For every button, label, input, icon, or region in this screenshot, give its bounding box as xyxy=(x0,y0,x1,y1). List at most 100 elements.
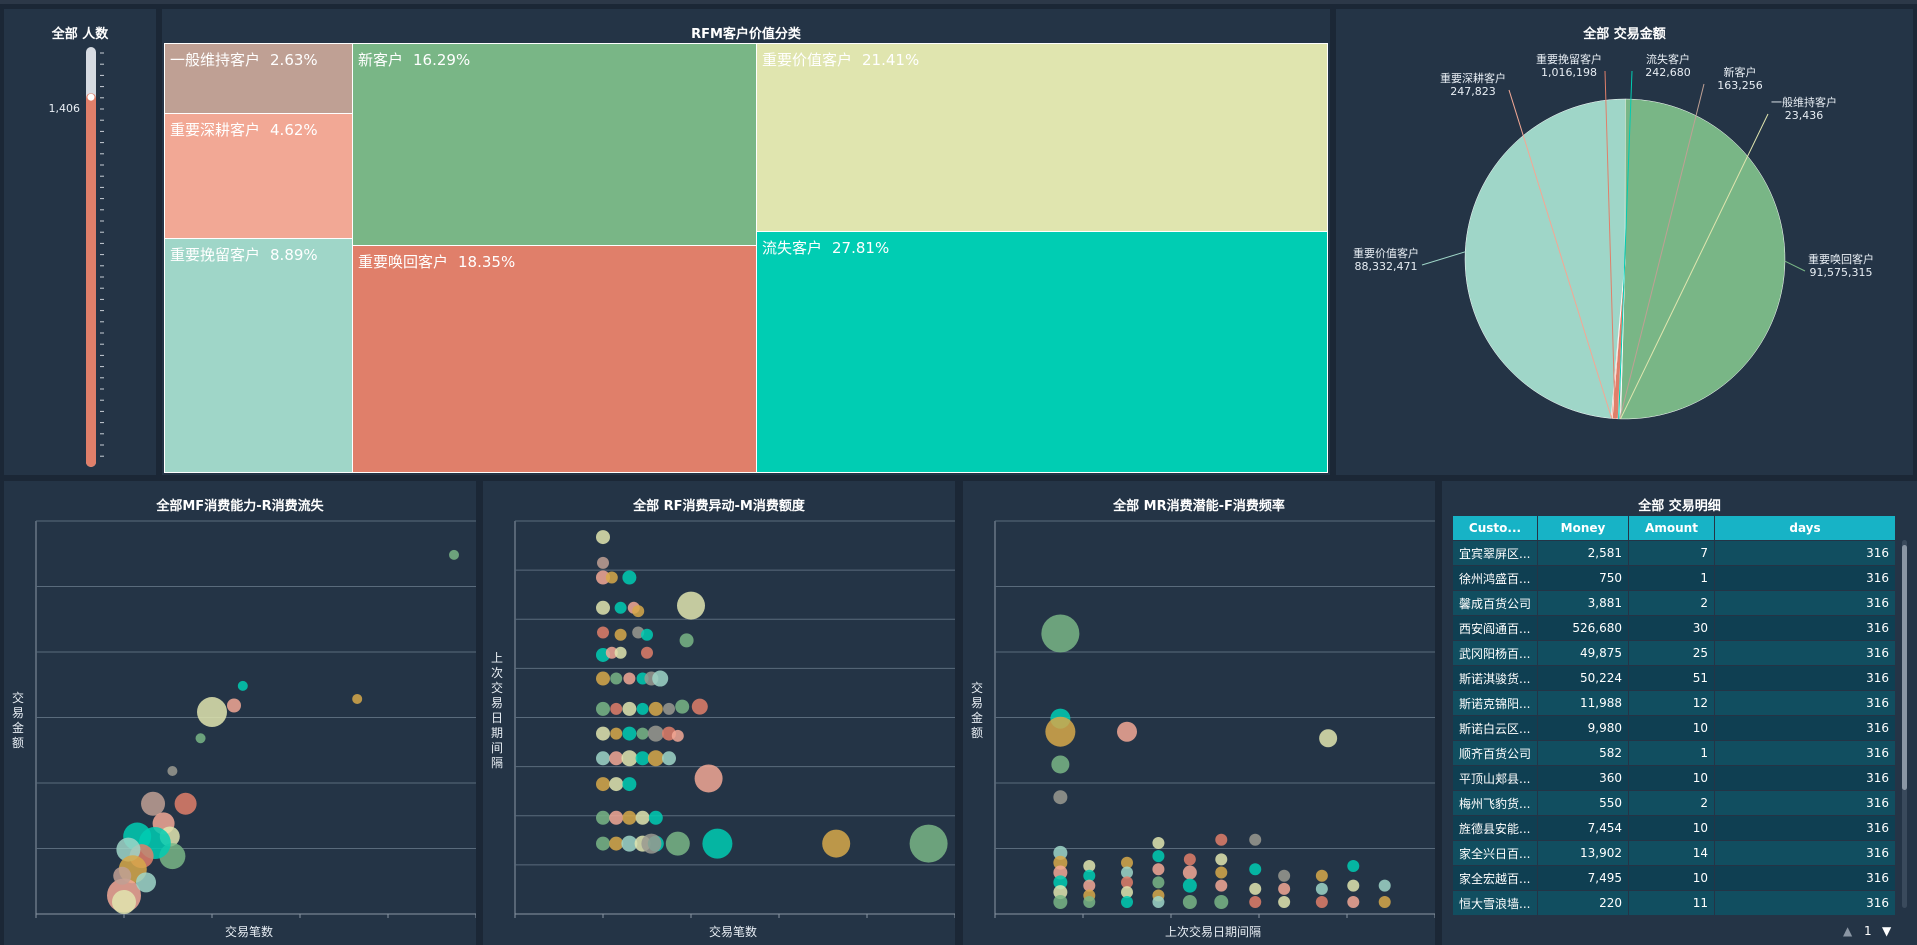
scatter-point[interactable] xyxy=(352,693,363,704)
scatter-point[interactable] xyxy=(652,670,669,687)
table-row[interactable]: 宜宾翠屏区... 2,581 7 316 xyxy=(1451,540,1896,566)
scatter-point[interactable] xyxy=(195,733,206,744)
scatter-point[interactable] xyxy=(1053,790,1068,805)
table-row[interactable]: 斯诺淇骏货... 50,224 51 316 xyxy=(1451,665,1896,691)
treemap-cell-value[interactable]: 重要价值客户 21.41% xyxy=(756,43,1328,232)
scatter-point[interactable] xyxy=(1053,885,1068,900)
scatter-point[interactable] xyxy=(141,791,166,816)
scatter-point[interactable] xyxy=(1083,896,1096,908)
table-row[interactable]: 馨成百货公司 3,881 2 316 xyxy=(1451,590,1896,616)
scatter-point[interactable] xyxy=(1121,876,1133,889)
table-row[interactable]: 恒大雪浪墙... 220 11 316 xyxy=(1451,890,1896,916)
scatter-point[interactable] xyxy=(1152,896,1165,908)
scatter-point[interactable] xyxy=(1347,879,1360,892)
scatter-point[interactable] xyxy=(622,777,637,792)
scatter-point[interactable] xyxy=(1215,866,1228,879)
scatter-point[interactable] xyxy=(647,725,664,742)
scatter-point[interactable] xyxy=(609,751,624,766)
scatter-point[interactable] xyxy=(605,571,618,584)
scatter-point[interactable] xyxy=(1278,896,1291,908)
scatter-point[interactable] xyxy=(609,810,624,825)
table-row[interactable]: 家全宏越百... 7,495 10 316 xyxy=(1451,865,1896,891)
scatter-point[interactable] xyxy=(597,626,609,639)
scatter-point[interactable] xyxy=(621,835,638,852)
scatter-point[interactable] xyxy=(609,777,624,792)
table-row[interactable]: 家全兴日百... 13,902 14 316 xyxy=(1451,840,1896,866)
scatter-point[interactable] xyxy=(596,751,610,766)
scatter-point[interactable] xyxy=(1083,879,1096,892)
scatter-point[interactable] xyxy=(648,701,663,716)
scatter-point[interactable] xyxy=(635,751,650,766)
scatter-point[interactable] xyxy=(1315,896,1328,908)
scatter-point[interactable] xyxy=(1278,869,1291,882)
column-header[interactable]: Custo... xyxy=(1451,515,1539,541)
scatter-point[interactable] xyxy=(1117,721,1137,742)
scatter-point[interactable] xyxy=(622,570,637,585)
table-row[interactable]: 徐州鸿盛百... 750 1 316 xyxy=(1451,565,1896,591)
scatter-point[interactable] xyxy=(227,698,241,713)
scatter-point[interactable] xyxy=(449,549,459,560)
pie-slice[interactable] xyxy=(1464,98,1626,419)
scatter-point[interactable] xyxy=(621,750,638,767)
column-header[interactable]: Amount xyxy=(1628,515,1716,541)
scatter-point[interactable] xyxy=(197,697,227,728)
scatter-point[interactable] xyxy=(694,764,723,793)
scatter-point[interactable] xyxy=(702,828,733,859)
scatter-point[interactable] xyxy=(1315,869,1328,882)
scatter-point[interactable] xyxy=(1083,869,1096,882)
scatter-point[interactable] xyxy=(596,836,610,851)
scatter-point[interactable] xyxy=(1378,879,1391,892)
table-row[interactable]: 西安阎通百... 526,680 30 316 xyxy=(1451,615,1896,641)
scatter-point[interactable] xyxy=(1347,859,1360,872)
scatter-point[interactable] xyxy=(1249,863,1262,876)
scatter-point[interactable] xyxy=(112,890,136,914)
scatter-point[interactable] xyxy=(662,751,676,766)
scatter-point[interactable] xyxy=(622,701,637,716)
scatter-point[interactable] xyxy=(622,810,637,825)
scatter-point[interactable] xyxy=(605,646,618,659)
scatter-point[interactable] xyxy=(1121,866,1133,879)
scatter-point[interactable] xyxy=(596,600,610,615)
scatter-point[interactable] xyxy=(1045,716,1076,747)
scatter-point[interactable] xyxy=(136,872,156,893)
scatter-point[interactable] xyxy=(610,702,623,715)
scatter-point[interactable] xyxy=(671,729,684,742)
scatter-point[interactable] xyxy=(1083,859,1096,872)
scatter-point[interactable] xyxy=(596,701,610,716)
table-row[interactable]: 斯诺克锦阳... 11,988 12 316 xyxy=(1451,690,1896,716)
scatter-point[interactable] xyxy=(596,671,610,686)
scatter-point[interactable] xyxy=(1053,895,1068,909)
column-header[interactable]: days xyxy=(1714,515,1896,541)
scatter-point[interactable] xyxy=(636,727,649,740)
pager-next-icon[interactable]: ▼ xyxy=(1882,924,1892,938)
scatter-point[interactable] xyxy=(174,792,197,815)
scatter-point[interactable] xyxy=(641,628,653,641)
scatter-point[interactable] xyxy=(1249,833,1262,846)
treemap-cell-retain[interactable]: 重要挽留客户 8.89% xyxy=(164,238,353,473)
scatter-point[interactable] xyxy=(1215,879,1228,892)
scatter-point[interactable] xyxy=(596,777,610,792)
scatter-point[interactable] xyxy=(1319,729,1338,748)
scatter-point[interactable] xyxy=(596,570,610,585)
scatter-point[interactable] xyxy=(597,556,609,569)
scatter-point[interactable] xyxy=(623,672,636,685)
scatter-point[interactable] xyxy=(596,810,610,825)
scatter-point[interactable] xyxy=(636,702,649,715)
table-row[interactable]: 斯诺白云区... 9,980 10 316 xyxy=(1451,715,1896,741)
scatter-point[interactable] xyxy=(610,727,623,740)
scatter-point[interactable] xyxy=(641,833,662,854)
scatter-point[interactable] xyxy=(614,628,627,641)
scatter-point[interactable] xyxy=(1182,895,1197,909)
scatter-point[interactable] xyxy=(237,680,248,691)
scatter-point[interactable] xyxy=(1347,896,1360,908)
scatter-point[interactable] xyxy=(677,591,705,620)
scatter-point[interactable] xyxy=(1121,856,1133,869)
scatter-point[interactable] xyxy=(679,633,694,648)
table-scrollbar-thumb[interactable] xyxy=(1902,545,1907,790)
scatter-point[interactable] xyxy=(1053,855,1068,870)
scatter-point[interactable] xyxy=(1121,896,1133,908)
table-row[interactable]: 平顶山郏县... 360 10 316 xyxy=(1451,765,1896,791)
scatter-point[interactable] xyxy=(1249,896,1262,908)
table-row[interactable]: 旌德县安能... 7,454 10 316 xyxy=(1451,815,1896,841)
scatter-point[interactable] xyxy=(1215,853,1228,866)
